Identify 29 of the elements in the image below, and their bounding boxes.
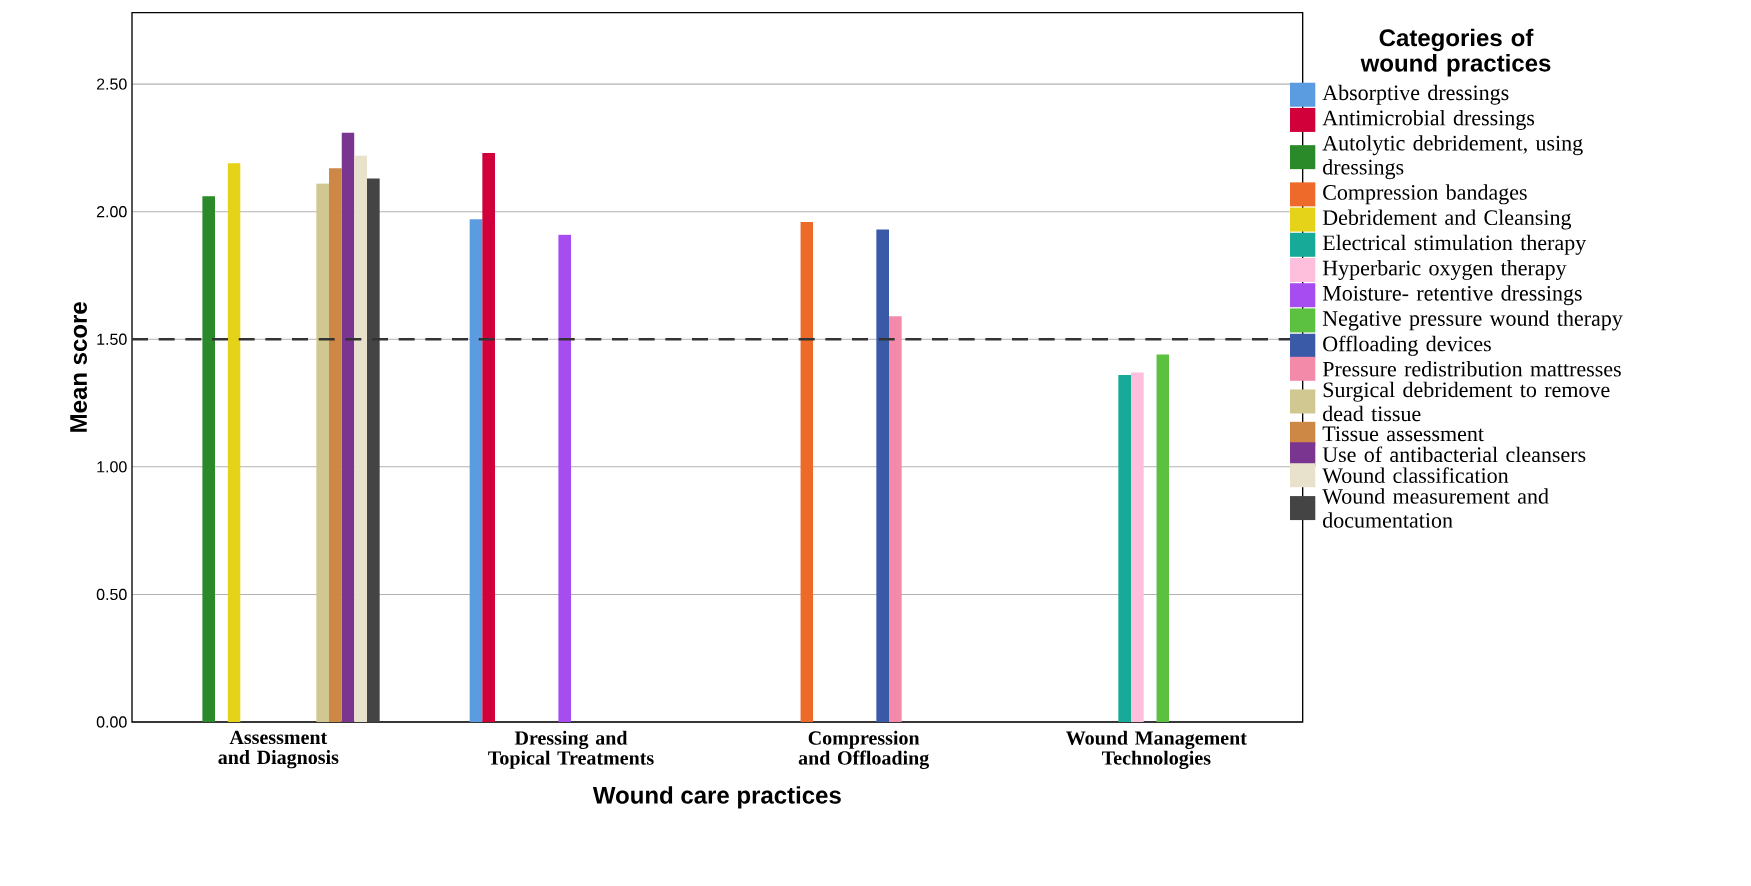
y-tick-label: 0.50 xyxy=(96,588,127,601)
x-tick-label: Dressing and Topical Treatments xyxy=(488,730,654,769)
legend-title: Categories of wound practices xyxy=(1360,28,1551,77)
y-axis-title: Mean score xyxy=(70,302,87,432)
y-tick-label: 0.00 xyxy=(96,716,127,728)
y-tick-label: 1.50 xyxy=(97,333,127,345)
y-tick-label: 1.00 xyxy=(97,461,127,473)
legend-label: Moisture- retentive dressings xyxy=(1322,285,1582,306)
legend-label: Antimicrobial dressings xyxy=(1322,109,1535,130)
y-tick-label: 2.00 xyxy=(96,206,127,218)
legend-label: Surgical debridement to remove dead tissue xyxy=(1323,381,1610,422)
x-axis-title: Wound care practices xyxy=(592,786,841,809)
x-tick-label: Assessment and Diagnosis xyxy=(218,730,339,769)
legend-label: Wound classification xyxy=(1322,467,1509,484)
legend-label: Hyperbaric oxygen therapy xyxy=(1322,260,1567,281)
legend-label: Pressure redistribution mattresses xyxy=(1322,361,1621,377)
legend-label: Wound measurement and documentation xyxy=(1322,488,1549,528)
legend-label: Tissue assessment xyxy=(1322,426,1484,442)
legend-label: Electrical stimulation therapy xyxy=(1322,234,1587,255)
legend-label: Autolytic debridement, using dressings xyxy=(1322,135,1583,180)
legend-label: Use of antibacterial cleansers xyxy=(1322,446,1586,463)
y-tick-label: 2.50 xyxy=(96,78,127,90)
legend-label: Offloading devices xyxy=(1323,335,1491,356)
legend-label: Absorptive dressings xyxy=(1322,84,1509,105)
x-tick-label: Wound Management Technologies xyxy=(1066,730,1247,769)
legend-label: Compression bandages xyxy=(1323,184,1527,205)
x-tick-label: Compression and Offloading xyxy=(798,730,930,769)
legend-label: Negative pressure wound therapy xyxy=(1322,310,1623,331)
legend-label: Debridement and Cleansing xyxy=(1322,209,1572,230)
